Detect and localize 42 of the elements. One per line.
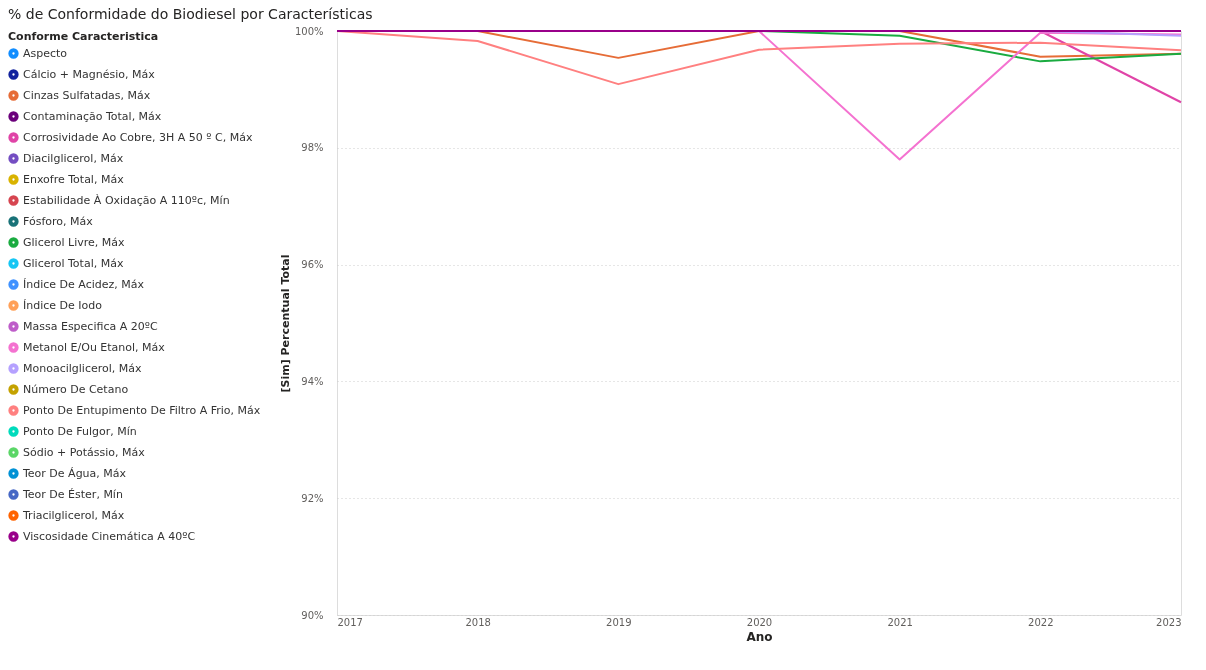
y-tick-label: 92% xyxy=(301,492,324,504)
y-tick-label: 90% xyxy=(301,609,324,621)
legend-label: Número De Cetano xyxy=(23,382,129,396)
legend-label: Glicerol Total, Máx xyxy=(23,256,124,270)
legend-label: Metanol E/Ou Etanol, Máx xyxy=(23,340,166,354)
legend-label: Índice De Iodo xyxy=(23,298,103,312)
legend-label: Massa Especifica A 20ºC xyxy=(23,319,158,333)
y-tick-label: 96% xyxy=(301,259,324,271)
x-tick-label: 2019 xyxy=(606,616,632,628)
x-tick-label: 2022 xyxy=(1028,616,1054,628)
legend-label: Contaminação Total, Máx xyxy=(23,109,162,123)
legend-label: Teor De Éster, Mín xyxy=(22,487,123,501)
legend-label: Cálcio + Magnésio, Máx xyxy=(23,67,156,81)
legend-label: Triacilglicerol, Máx xyxy=(22,508,125,522)
legend-label: Ponto De Entupimento De Filtro A Frio, Máx xyxy=(23,403,261,417)
y-tick-label: 98% xyxy=(301,142,324,154)
y-axis-title: [Sim] Percentual Total xyxy=(278,254,292,393)
legend-title: Conforme Caracteristica xyxy=(8,30,159,43)
y-tick-label: 100% xyxy=(294,25,324,37)
legend-label: Viscosidade Cinemática A 40ºC xyxy=(23,529,196,543)
text: % de Conformidade do Biodiesel por Características xyxy=(8,6,373,22)
legend-label: Cinzas Sulfatadas, Máx xyxy=(23,88,151,102)
x-tick-label: 2020 xyxy=(746,616,773,628)
legend-label: Sódio + Potássio, Máx xyxy=(23,445,146,459)
x-tick-label: 2023 xyxy=(1156,616,1182,628)
x-tick-label: 2018 xyxy=(465,616,491,628)
x-tick-label: 2021 xyxy=(887,616,913,628)
legend-label: Diacilglicerol, Máx xyxy=(23,151,124,165)
legend-label: Estabilidade À Oxidação A 110ºc, Mín xyxy=(23,193,230,207)
legend-label: Ponto De Fulgor, Mín xyxy=(23,424,137,438)
legend-label: Fósforo, Máx xyxy=(23,214,94,228)
legend-label: Glicerol Livre, Máx xyxy=(23,235,125,249)
legend-label: Monoacilglicerol, Máx xyxy=(23,361,143,375)
legend-label: Corrosividade Ao Cobre, 3H A 50 º C, Máx xyxy=(23,130,253,144)
x-axis-title: Ano xyxy=(746,629,773,644)
x-tick-label: 2017 xyxy=(337,616,363,628)
y-tick-label: 94% xyxy=(301,375,324,387)
legend-label: Teor De Água, Máx xyxy=(22,466,127,480)
line-series xyxy=(758,30,1182,161)
legend-label: Aspecto xyxy=(23,46,68,60)
legend-label: Enxofre Total, Máx xyxy=(23,172,125,186)
legend-label: Índice De Acidez, Máx xyxy=(23,277,145,291)
